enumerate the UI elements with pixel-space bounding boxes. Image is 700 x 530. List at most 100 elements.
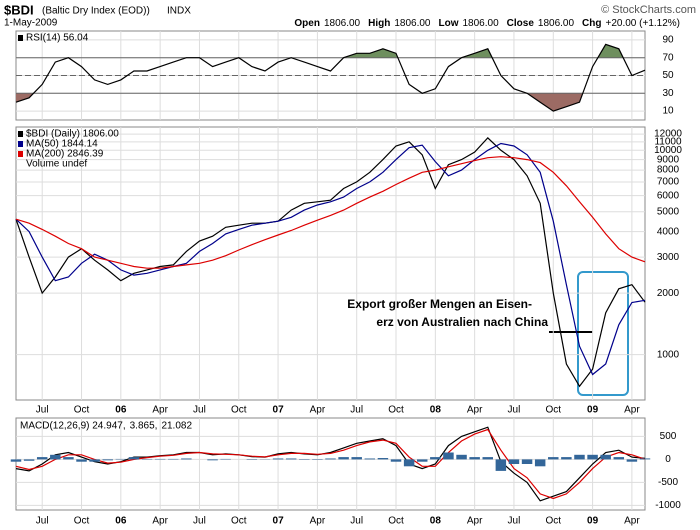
legend-entry: 21.082 <box>161 421 192 432</box>
y-tick-label: 8000 <box>657 165 680 176</box>
x-tick-label: 09 <box>587 516 599 527</box>
x-tick-label: Jul <box>350 516 363 527</box>
x-tick-label: Oct <box>388 516 404 527</box>
oversold-fill <box>16 93 645 112</box>
x-tick-label: 06 <box>115 405 127 416</box>
y-tick-label: 5000 <box>657 206 680 217</box>
x-tick-label: Apr <box>310 405 326 416</box>
panel-frame <box>15 417 646 511</box>
histogram-bar <box>443 452 454 460</box>
histogram-bar <box>548 457 559 460</box>
legend-entry: 3.865, <box>130 421 158 432</box>
histogram-bar <box>390 459 402 462</box>
histogram-bar <box>102 459 113 461</box>
y-tick-label: -500 <box>658 477 678 488</box>
x-tick-label: Apr <box>152 405 168 416</box>
copyright: © StockCharts.com <box>601 4 696 16</box>
histogram-bar <box>364 458 376 460</box>
legend-swatch <box>18 131 23 137</box>
quote-label: Close <box>507 18 535 29</box>
histogram-bar <box>377 458 389 460</box>
annotation: erz von Australien nach China <box>376 315 548 329</box>
date: 1-May-2009 <box>4 18 58 29</box>
legend-entry: MA(200) 2846.39 <box>26 149 104 160</box>
y-tick-label: 6000 <box>657 190 680 201</box>
legend-swatch <box>18 151 23 157</box>
histogram-bar <box>587 454 598 460</box>
series-line <box>15 428 646 500</box>
legend-entry: MACD(12,26,9) 24.947, <box>20 421 126 432</box>
x-tick-label: Oct <box>231 516 247 527</box>
x-tick-label: Oct <box>545 405 561 416</box>
histogram-bar <box>63 457 74 460</box>
histogram-bar <box>626 459 638 462</box>
histogram-bar <box>456 454 467 460</box>
highlight-box <box>577 271 629 396</box>
y-tick-label: 3000 <box>657 252 680 263</box>
y-tick-label: -1000 <box>655 500 681 511</box>
x-tick-label: Jul <box>508 516 521 527</box>
histogram-bar <box>600 454 611 460</box>
histogram-bar <box>76 459 87 462</box>
histogram-bar <box>521 459 533 464</box>
quote-value: 1806.00 <box>324 18 361 29</box>
x-tick-label: Apr <box>152 516 168 527</box>
x-tick-label: Jul <box>508 405 521 416</box>
legend-entry: Volume undef <box>26 159 87 170</box>
y-tick-label: 11000 <box>654 136 682 147</box>
x-tick-label: Oct <box>74 405 90 416</box>
histogram-bar <box>10 459 22 462</box>
quote-value: 1806.00 <box>538 18 575 29</box>
x-tick-label: 06 <box>115 516 127 527</box>
x-tick-label: 08 <box>430 405 442 416</box>
histogram-bar <box>181 458 192 460</box>
y-tick-label: 70 <box>662 52 674 63</box>
exchange: INDX <box>167 6 191 17</box>
histogram-bar <box>128 457 140 460</box>
symbol: $BDI <box>4 2 34 17</box>
histogram-bar <box>207 459 218 461</box>
histogram-bar <box>561 457 572 460</box>
overbought-fill <box>16 44 645 58</box>
histogram-bar <box>469 457 480 460</box>
histogram-bar <box>325 458 336 460</box>
y-tick-label: 1000 <box>657 349 680 360</box>
quote: Open 1806.00 High 1806.00 Low 1806.00 Close 180… <box>294 18 680 29</box>
quote-label: Low <box>439 18 459 29</box>
panel-frame <box>15 126 646 401</box>
x-tick-label: Jul <box>36 516 49 527</box>
x-tick-label: Oct <box>231 405 247 416</box>
histogram-bar <box>416 459 428 462</box>
y-tick-label: 0 <box>665 454 671 465</box>
histogram-bar <box>351 457 362 460</box>
histogram-bar <box>613 457 625 460</box>
y-tick-label: 500 <box>660 431 677 442</box>
histogram-bar <box>639 458 651 460</box>
quote-label: Open <box>294 18 320 29</box>
legend-entry: $BDI (Daily) 1806.00 <box>26 129 119 140</box>
legend-entry: RSI(14) 56.04 <box>26 33 89 44</box>
x-tick-label: Jul <box>193 516 206 527</box>
x-tick-label: Apr <box>624 516 640 527</box>
x-tick-label: Jul <box>36 405 49 416</box>
quote-label: High <box>368 18 390 29</box>
y-tick-label: 2000 <box>657 288 680 299</box>
x-tick-label: 08 <box>430 516 442 527</box>
histogram-bar <box>430 457 441 460</box>
x-tick-label: Oct <box>74 516 90 527</box>
series-line <box>15 142 646 376</box>
quote-value: +20.00 (+1.12%) <box>606 18 681 29</box>
x-tick-label: Apr <box>467 516 483 527</box>
histogram-bar <box>285 458 297 460</box>
x-tick-label: 07 <box>273 405 285 416</box>
series-line <box>15 137 646 388</box>
y-tick-label: 9000 <box>657 154 680 165</box>
histogram-bar <box>495 459 507 471</box>
histogram-bar <box>50 454 61 460</box>
x-tick-label: Apr <box>310 516 326 527</box>
histogram-bar <box>338 457 349 460</box>
histogram-bar <box>89 459 100 462</box>
series-line <box>15 156 646 269</box>
y-tick-label: 90 <box>662 35 674 46</box>
